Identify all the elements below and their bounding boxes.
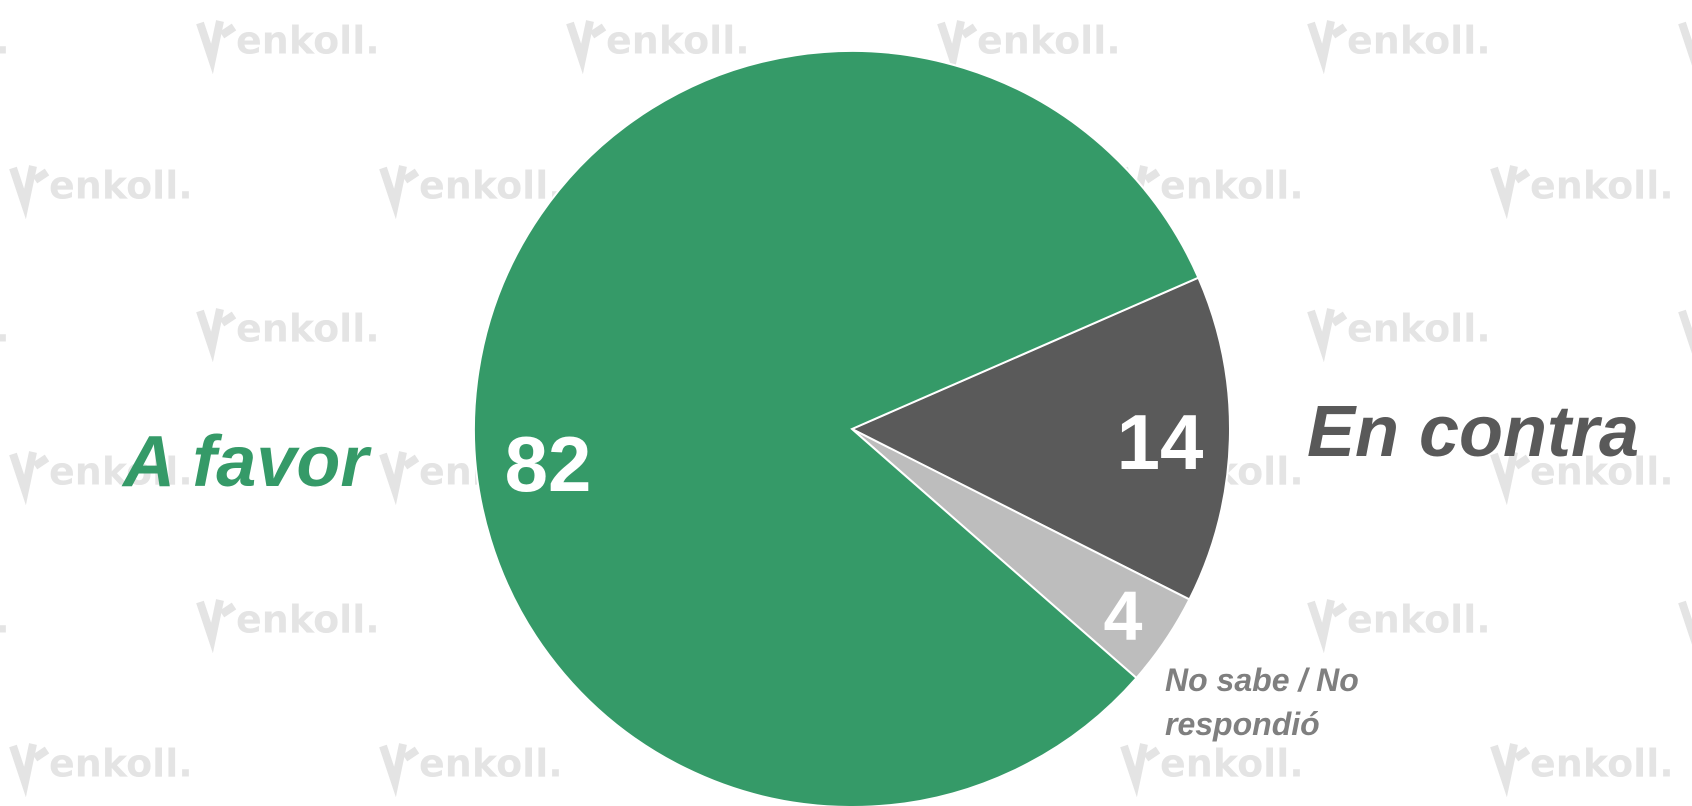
watermark: enkoll. (1490, 742, 1674, 798)
watermark-icon (379, 165, 420, 220)
pie-slice (849, 276, 1231, 601)
watermark: enkoll. (0, 598, 10, 642)
watermark: enkoll. (1120, 164, 1304, 220)
watermark: enkoll. (1120, 742, 1304, 798)
watermark: enkoll. (379, 742, 563, 798)
watermark-text: enkoll. (1347, 598, 1491, 642)
pie-slice (473, 50, 1200, 806)
watermark-icon (9, 165, 50, 220)
watermark-icon (937, 20, 978, 75)
watermark-text: enkoll. (977, 19, 1121, 63)
watermark: enkoll. (9, 164, 193, 220)
watermark-icon (379, 743, 420, 798)
watermark-text: enkoll. (606, 19, 750, 63)
watermark: enkoll. (196, 598, 380, 654)
watermark-text: enkoll. (1160, 164, 1304, 208)
watermark-text: enkoll. (0, 307, 10, 351)
watermark: enkoll. (9, 450, 193, 506)
watermark-icon (9, 451, 50, 506)
watermark-icon (379, 451, 420, 506)
watermark: enkoll. (1307, 598, 1491, 654)
watermark-text: enkoll. (1347, 307, 1491, 351)
watermark-icon (196, 599, 237, 654)
watermark-icon (1490, 451, 1531, 506)
watermark: enkoll. (196, 307, 380, 363)
watermark-text: enkoll. (419, 742, 563, 786)
watermark-text: enkoll. (1530, 742, 1674, 786)
watermark-icon (1678, 600, 1692, 645)
watermark: enkoll. (1678, 309, 1692, 354)
watermark-icon (9, 743, 50, 798)
value-label: 4 (1103, 577, 1143, 655)
watermark: enkoll. (566, 19, 750, 75)
watermark-text: enkoll. (49, 164, 193, 208)
watermark: enkoll. (1307, 307, 1491, 363)
watermark-icon (1307, 599, 1348, 654)
watermark-icon (1678, 309, 1692, 354)
watermark-text: enkoll. (1530, 164, 1674, 208)
watermark-icon (196, 308, 237, 363)
watermark-icon (1307, 20, 1348, 75)
watermark-text: enkoll. (49, 742, 193, 786)
value-label: 82 (504, 420, 592, 508)
watermark-text: enkoll. (236, 307, 380, 351)
watermark: enkoll. (1307, 19, 1491, 75)
watermark-text: enkoll. (0, 598, 10, 642)
category-label: No sabe / No respondió (1165, 662, 1359, 742)
watermark-icon (196, 20, 237, 75)
watermark-text: enkoll. (236, 598, 380, 642)
value-label: 14 (1116, 398, 1204, 486)
watermark: enkoll. (1490, 164, 1674, 220)
watermark-text: enkoll. (49, 450, 193, 494)
watermark: enkoll. (0, 307, 10, 351)
watermark: enkoll. (1678, 600, 1692, 645)
watermark: enkoll. (379, 164, 563, 220)
category-label: En contra (1307, 392, 1640, 472)
category-label: A favor (123, 422, 369, 502)
watermark-icon (566, 20, 607, 75)
watermark-text: enkoll. (419, 164, 563, 208)
watermark-text: enkoll. (1160, 742, 1304, 786)
watermark-text: enkoll. (1530, 450, 1674, 494)
watermark: enkoll. (0, 19, 10, 63)
watermark: enkoll. (1678, 21, 1692, 66)
watermark-text: enkoll. (236, 19, 380, 63)
watermark-text: enkoll. (1347, 19, 1491, 63)
watermark: enkoll. (937, 19, 1121, 75)
watermark-icon (1307, 308, 1348, 363)
watermark-icon (1490, 165, 1531, 220)
watermark-text: enkoll. (0, 19, 10, 63)
watermark-icon (1678, 21, 1692, 66)
watermark-icon (1120, 743, 1161, 798)
watermark: enkoll. (196, 19, 380, 75)
watermark: enkoll. (9, 742, 193, 798)
watermark-icon (1490, 743, 1531, 798)
watermark: enkoll. (1490, 450, 1674, 506)
